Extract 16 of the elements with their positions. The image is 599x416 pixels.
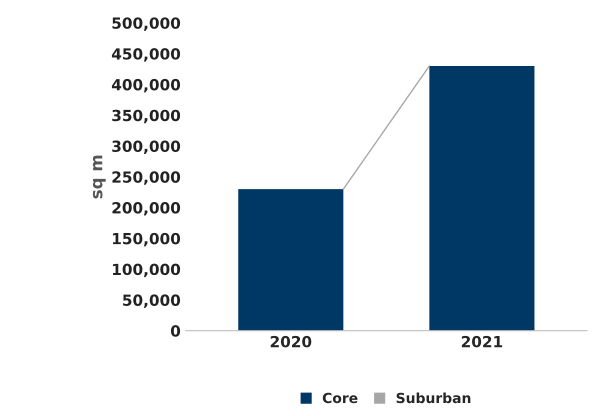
y-tick-label: 400,000 (112, 78, 180, 92)
y-tick-label: 150,000 (112, 232, 180, 246)
legend-label: Core (322, 392, 358, 404)
y-tick-label: 100,000 (112, 264, 180, 278)
y-tick-label: 300,000 (112, 140, 180, 154)
y-tick-label: 500,000 (112, 17, 180, 31)
x-tick-label: 2020 (270, 336, 312, 348)
y-tick-label: 200,000 (112, 202, 180, 216)
y-tick-label: 0 (170, 325, 180, 337)
y-tick-label: 50,000 (123, 294, 180, 308)
y-tick-label: 450,000 (112, 48, 180, 62)
legend-label: Suburban (396, 392, 470, 404)
y-tick-label: 350,000 (112, 110, 180, 124)
y-axis-title: sq m (92, 156, 106, 198)
x-tick-label: 2021 (462, 336, 502, 348)
y-tick-label: 250,000 (112, 171, 180, 185)
